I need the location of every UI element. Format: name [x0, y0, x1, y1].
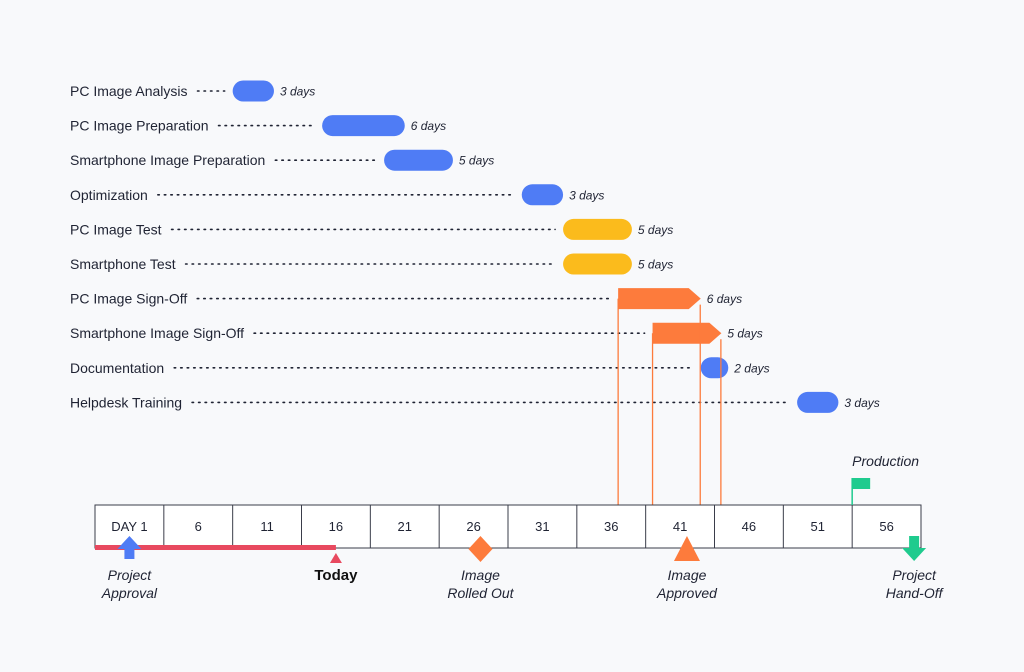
- task-duration: 5 days: [638, 223, 673, 237]
- task-duration: 6 days: [707, 292, 742, 306]
- task-bar: [700, 357, 729, 379]
- task-duration: 5 days: [638, 258, 673, 272]
- milestone: Today: [314, 553, 358, 584]
- milestone: Image Rolled Out: [447, 536, 515, 601]
- tick-label: 46: [742, 519, 756, 534]
- task-label: Smartphone Test: [70, 256, 176, 272]
- milestone: Image Approved: [656, 536, 718, 601]
- today-marker-icon: [329, 553, 342, 563]
- progress-bar: [95, 545, 336, 550]
- task-label: Smartphone Image Preparation: [70, 152, 265, 168]
- task-duration: 3 days: [569, 188, 604, 202]
- connectors-layer: [617, 298, 722, 505]
- task-label: PC Image Analysis: [70, 83, 188, 99]
- task-row: PC Image Test 5 days: [70, 218, 673, 240]
- tick-label: 41: [673, 519, 687, 534]
- task-row: PC Image Preparation 6 days: [70, 115, 446, 137]
- task-row: Smartphone Image Preparation 5 days: [70, 149, 494, 171]
- task-row: PC Image Sign-Off 6 days: [70, 288, 742, 310]
- milestone-label: Approval: [101, 585, 158, 601]
- task-bar: [797, 391, 839, 413]
- tasks-layer: PC Image Analysis 3 days PC Image Preparat…: [70, 80, 880, 413]
- tick-label: 6: [195, 519, 202, 534]
- task-duration: 5 days: [727, 327, 762, 341]
- task-duration: 2 days: [733, 361, 769, 375]
- task-duration: 6 days: [411, 119, 446, 133]
- milestone-label: Hand-Off: [886, 585, 945, 601]
- tick-label: 21: [398, 519, 412, 534]
- task-bar: [384, 149, 453, 171]
- task-bar: [521, 184, 564, 206]
- task-row: Optimization 3 days: [70, 184, 604, 206]
- arrow-up-icon: [117, 536, 142, 559]
- task-bar: [563, 218, 632, 240]
- task-bar: [563, 253, 632, 275]
- task-duration: 3 days: [280, 85, 315, 99]
- tick-label: 56: [879, 519, 893, 534]
- arrow-down-icon: [902, 536, 927, 561]
- task-row: Smartphone Image Sign-Off 5 days: [70, 322, 763, 344]
- task-label: PC Image Sign-Off: [70, 291, 187, 307]
- task-label: Helpdesk Training: [70, 394, 182, 410]
- tick-label: 36: [604, 519, 618, 534]
- milestone-label: Rolled Out: [447, 585, 514, 601]
- task-bar: [652, 322, 722, 344]
- milestone-label: Approved: [656, 585, 718, 601]
- production-flag: Production: [851, 453, 919, 505]
- task-duration: 5 days: [459, 154, 494, 168]
- task-row: Helpdesk Training 3 days: [70, 391, 880, 413]
- flag-label: Production: [852, 453, 919, 469]
- task-row: PC Image Analysis 3 days: [70, 80, 315, 102]
- task-bar: [618, 288, 701, 310]
- milestone-label: Project: [108, 567, 153, 583]
- task-label: Documentation: [70, 360, 164, 376]
- triangle-icon: [673, 536, 700, 561]
- flag-icon: [852, 478, 871, 489]
- milestone-label: Today: [314, 567, 358, 584]
- task-bar: [232, 80, 274, 102]
- task-bar: [322, 115, 405, 137]
- task-row: Smartphone Test 5 days: [70, 253, 673, 275]
- task-label: PC Image Test: [70, 221, 162, 237]
- tick-label: 31: [535, 519, 549, 534]
- task-row: Documentation 2 days: [70, 357, 770, 379]
- task-duration: 3 days: [844, 396, 879, 410]
- milestone: Project Approval: [101, 536, 158, 601]
- tick-label: DAY 1: [111, 519, 147, 534]
- tick-label: 26: [466, 519, 480, 534]
- task-label: Smartphone Image Sign-Off: [70, 325, 244, 341]
- milestone-label: Project: [892, 567, 937, 583]
- milestones-layer: Production Project Approval Today Image Rolle…: [101, 453, 945, 601]
- tick-label: 16: [329, 519, 343, 534]
- tick-label: 11: [260, 519, 274, 534]
- milestone: Project Hand-Off: [886, 536, 945, 601]
- milestone-label: Image: [668, 567, 707, 583]
- milestone-label: Image: [461, 567, 500, 583]
- diamond-icon: [468, 536, 493, 562]
- timeline: DAY 1 6 11 16 21 26 31 36 41 46 51 56: [94, 504, 922, 550]
- task-label: Optimization: [70, 187, 148, 203]
- tick-label: 51: [811, 519, 825, 534]
- task-label: PC Image Preparation: [70, 118, 209, 134]
